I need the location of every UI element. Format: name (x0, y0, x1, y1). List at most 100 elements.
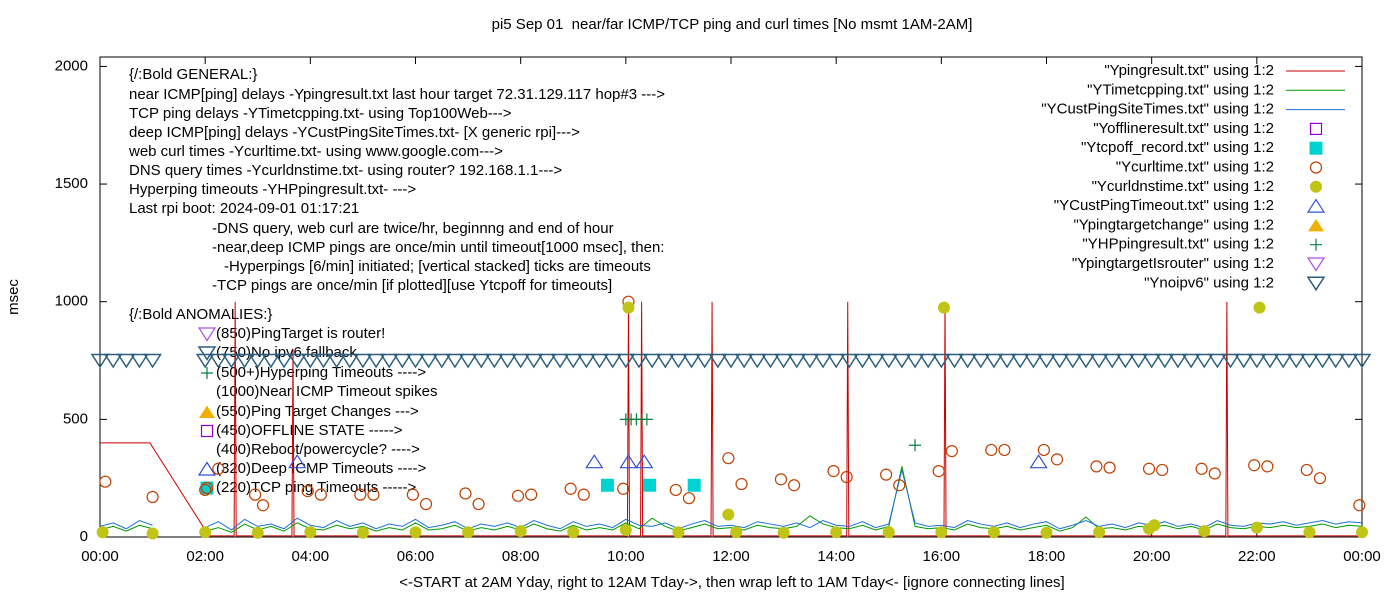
y-axis-label: msec (5, 279, 22, 315)
legend-label: "Yofflineresult.txt" using 1:2 (1093, 120, 1274, 137)
annotation: -Hyperpings [6/min] initiated; [vertical… (224, 258, 651, 275)
legend-swatch (1310, 238, 1322, 251)
annotation: web curl times -Ycurltime.txt- using www… (128, 143, 503, 160)
marker (1040, 526, 1053, 539)
annotation-glyph (197, 327, 217, 342)
marker (356, 526, 369, 539)
annotation: (500+)Hyperping Timeouts ----> (216, 364, 426, 381)
annotation: -DNS query, web curl are twice/hr, begin… (212, 220, 614, 237)
marker (1313, 472, 1327, 485)
marker (1142, 462, 1156, 475)
x-tick-label: 08:00 (502, 548, 540, 565)
marker (669, 353, 688, 369)
marker (130, 353, 149, 369)
marker (1339, 353, 1359, 369)
legend-label: "YCustPingSiteTimes.txt" using 1:2 (1041, 101, 1274, 118)
legend-swatch (1309, 161, 1323, 174)
marker (585, 454, 604, 469)
legend-swatch (1309, 141, 1323, 155)
marker (1273, 353, 1293, 369)
marker (619, 523, 632, 536)
x-tick-label: 18:00 (1028, 548, 1066, 565)
marker (1037, 443, 1050, 457)
marker (459, 487, 472, 500)
marker (880, 468, 893, 481)
marker (987, 526, 1000, 539)
marker (945, 445, 958, 458)
marker (90, 353, 110, 369)
annotation: -near,deep ICMP pings are once/min until… (212, 239, 664, 256)
marker (747, 353, 767, 369)
annotation: {/:Bold GENERAL:} (129, 66, 257, 83)
annotation-glyph (197, 461, 217, 476)
x-tick-label: 00:00 (1343, 548, 1381, 565)
y-tick-label: 2000 (55, 57, 88, 74)
legend-label: "YpingtargetIsrouter" using 1:2 (1072, 255, 1274, 272)
marker (471, 353, 491, 369)
legend-label: "Ynoipv6" using 1:2 (1144, 274, 1274, 291)
marker (918, 353, 938, 369)
marker (840, 470, 853, 484)
marker (669, 483, 682, 497)
marker (1221, 353, 1240, 369)
marker (288, 454, 307, 469)
marker (199, 526, 212, 539)
legend-label: "YHPpingresult.txt" using 1:2 (1082, 236, 1274, 253)
marker (340, 353, 360, 369)
annotation: (550)Ping Target Changes ---> (216, 403, 419, 420)
annotation: DNS query times -Ycurldnstime.txt- using… (129, 162, 562, 179)
marker (1208, 467, 1221, 480)
x-tick-label: 02:00 (186, 548, 224, 565)
marker (462, 526, 475, 539)
x-tick-label: 16:00 (923, 548, 961, 565)
x-tick-label: 04:00 (292, 548, 330, 565)
marker (617, 482, 630, 495)
marker (379, 353, 399, 369)
series-line (99, 519, 153, 530)
marker (971, 353, 991, 369)
marker (1168, 353, 1188, 369)
marker (1050, 353, 1070, 369)
marker (419, 497, 433, 511)
legend-label: "YCustPingTimeout.txt" using 1:2 (1054, 197, 1274, 214)
marker (882, 526, 895, 539)
marker (498, 353, 517, 369)
marker (445, 353, 465, 369)
marker (984, 353, 1004, 369)
marker (839, 353, 859, 369)
marker (893, 479, 906, 492)
marker (1102, 353, 1122, 369)
marker (577, 353, 596, 369)
marker (146, 490, 159, 504)
x-tick-label: 12:00 (712, 548, 750, 565)
marker (1352, 353, 1372, 369)
legend-label: "Ycurltime.txt" using 1:2 (1116, 158, 1274, 175)
marker (432, 353, 452, 369)
marker (366, 353, 386, 369)
annotation: {/:Bold ANOMALIES:} (129, 306, 272, 323)
annotation-glyph (201, 367, 213, 379)
marker (774, 473, 788, 486)
marker (629, 353, 649, 369)
series-line (204, 469, 1363, 531)
marker (1313, 353, 1332, 369)
marker (635, 454, 654, 469)
marker (1116, 353, 1135, 369)
annotation: Hyperping timeouts -YHPpingresult.txt- -… (129, 181, 416, 198)
marker (958, 353, 977, 369)
marker (1260, 353, 1280, 369)
marker (564, 482, 577, 495)
legend-swatch (1309, 122, 1323, 136)
marker (485, 353, 504, 369)
marker (603, 353, 623, 369)
marker (251, 526, 264, 539)
marker (1198, 525, 1211, 538)
marker (622, 301, 635, 314)
marker (616, 353, 636, 369)
marker (774, 353, 793, 369)
marker (472, 497, 485, 511)
legend-label: "Ycurldnstime.txt" using 1:2 (1092, 178, 1274, 195)
marker (567, 526, 580, 539)
marker (722, 452, 735, 465)
